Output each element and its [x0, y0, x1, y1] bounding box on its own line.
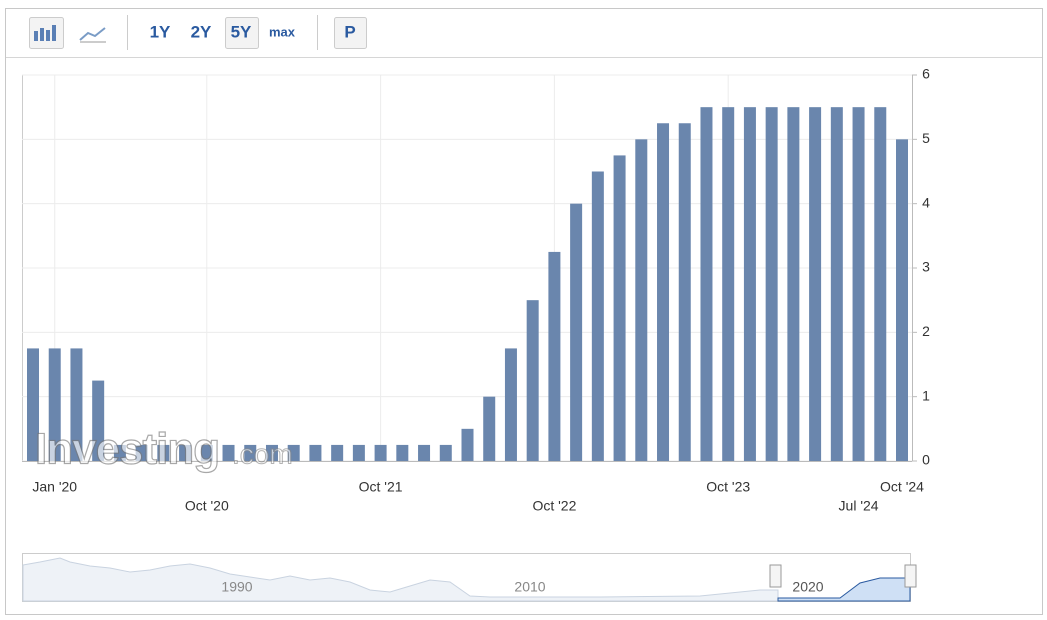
x-tick-label: Oct '24	[880, 479, 924, 495]
bar	[222, 444, 235, 461]
bar-chart-button[interactable]	[29, 17, 64, 49]
selected-range	[225, 17, 259, 49]
navigator-label: 2010	[514, 579, 545, 595]
navigator-label: 1990	[221, 579, 252, 595]
bar	[70, 348, 83, 461]
x-tick-label: Jan '20	[32, 479, 77, 495]
bar	[787, 107, 800, 462]
bar	[418, 444, 431, 461]
bar	[48, 348, 61, 461]
plot: 0 1 2 3 4 5 6 Jan '20 Oct '20 Oct '21 Oct '22 Oct '…	[22, 66, 930, 514]
bar	[765, 107, 778, 462]
bar	[526, 300, 539, 461]
bar	[722, 107, 735, 462]
y-tick-label: 2	[922, 323, 930, 339]
navigator-handle[interactable]	[904, 564, 917, 588]
bar	[635, 139, 648, 462]
p-button[interactable]: P	[344, 22, 355, 41]
y-tick-label: 3	[922, 259, 930, 275]
line-chart-button[interactable]	[79, 27, 106, 43]
bar	[287, 444, 300, 461]
navigator-selection	[777, 577, 911, 602]
bar	[200, 444, 213, 461]
bar	[135, 444, 148, 461]
y-tick-label: 0	[922, 452, 930, 468]
bar	[27, 348, 39, 461]
y-tick-label: 1	[922, 387, 930, 403]
bar	[309, 444, 322, 461]
y-tick-label: 4	[922, 194, 930, 210]
navigator-handle[interactable]	[769, 564, 782, 588]
watermark-suffix: .com	[232, 438, 293, 469]
y-tick-label: 5	[922, 130, 930, 146]
watermark: Investing .com	[34, 424, 293, 474]
bar	[548, 251, 561, 461]
bar	[374, 444, 387, 461]
y-tick-label: 6	[922, 66, 930, 82]
range-button[interactable]: 1Y	[150, 22, 171, 41]
bar	[179, 444, 192, 461]
p-button-box	[334, 17, 367, 49]
bar	[352, 444, 365, 461]
x-tick-label: Oct '20	[185, 498, 229, 514]
bar	[852, 107, 865, 462]
bar	[591, 171, 604, 461]
watermark-brand: Investing	[35, 425, 219, 474]
x-tick-label: Oct '22	[532, 498, 576, 514]
bar	[809, 107, 822, 462]
bar	[896, 139, 908, 462]
bar	[92, 380, 105, 461]
bar	[830, 107, 843, 462]
bar	[570, 203, 583, 461]
range-button[interactable]: max	[269, 24, 296, 39]
x-tick-label: Jul '24	[839, 498, 879, 514]
range-button[interactable]: 5Y	[231, 22, 252, 41]
bar	[113, 444, 126, 461]
frame	[5, 8, 1043, 615]
bar	[265, 444, 278, 461]
bar	[331, 444, 344, 461]
bar	[504, 348, 517, 461]
bar	[439, 444, 452, 461]
navigator-label: 2020	[792, 579, 823, 595]
bar	[700, 107, 713, 462]
x-tick-label: Oct '21	[359, 479, 403, 495]
navigator: 1990 2010 2020	[22, 553, 917, 602]
bar	[657, 123, 670, 461]
bar	[396, 444, 409, 461]
bar	[244, 444, 257, 461]
x-tick-label: Oct '23	[706, 479, 750, 495]
bar	[157, 444, 170, 461]
bar	[483, 396, 496, 461]
range-button[interactable]: 2Y	[191, 22, 212, 41]
bar	[678, 123, 691, 461]
bar	[743, 107, 756, 462]
bar	[613, 155, 626, 461]
bar	[874, 107, 887, 462]
navigator-series	[22, 557, 779, 602]
bar	[461, 428, 474, 461]
